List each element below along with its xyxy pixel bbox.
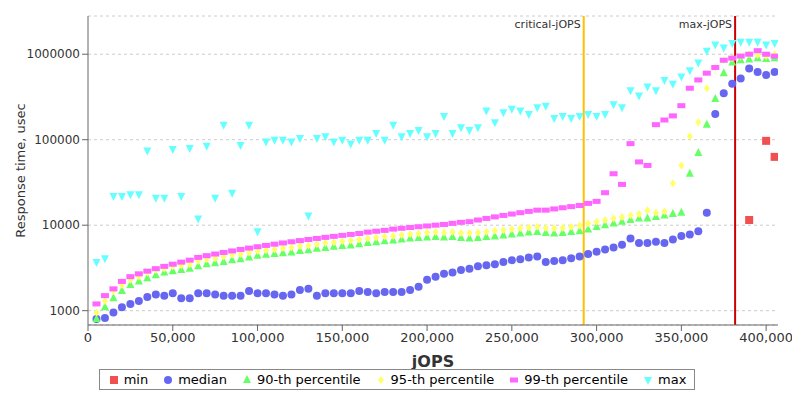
- svg-text:200,000: 200,000: [400, 330, 454, 345]
- svg-text:jOPS: jOPS: [411, 352, 454, 371]
- svg-text:300,000: 300,000: [570, 330, 624, 345]
- svg-text:150,000: 150,000: [315, 330, 369, 345]
- svg-text:1000: 1000: [49, 304, 80, 318]
- svg-text:350,000: 350,000: [654, 330, 708, 345]
- svg-text:100000: 100000: [34, 133, 80, 147]
- svg-text:10000: 10000: [42, 218, 80, 232]
- svg-text:400,000: 400,000: [739, 330, 792, 345]
- svg-text:100,000: 100,000: [231, 330, 285, 345]
- html-text:95-th percentile: 95-th percentile: [390, 372, 495, 387]
- html-text:max: max: [658, 372, 687, 387]
- html-text:min: min: [123, 372, 149, 387]
- html-text:99-th percentile: 99-th percentile: [524, 372, 628, 387]
- svg-text:critical-jOPS: critical-jOPS: [515, 18, 581, 31]
- html-text:90-th percentile: 90-th percentile: [256, 372, 361, 387]
- svg-text:50,000: 50,000: [150, 330, 196, 345]
- svg-text:1000000: 1000000: [27, 47, 80, 61]
- svg-text:Response time, usec: Response time, usec: [13, 103, 28, 237]
- svg-text:0: 0: [84, 330, 92, 345]
- svg-text:250,000: 250,000: [485, 330, 539, 345]
- html-text:median: median: [178, 372, 227, 387]
- svg-text:max-jOPS: max-jOPS: [679, 18, 732, 31]
